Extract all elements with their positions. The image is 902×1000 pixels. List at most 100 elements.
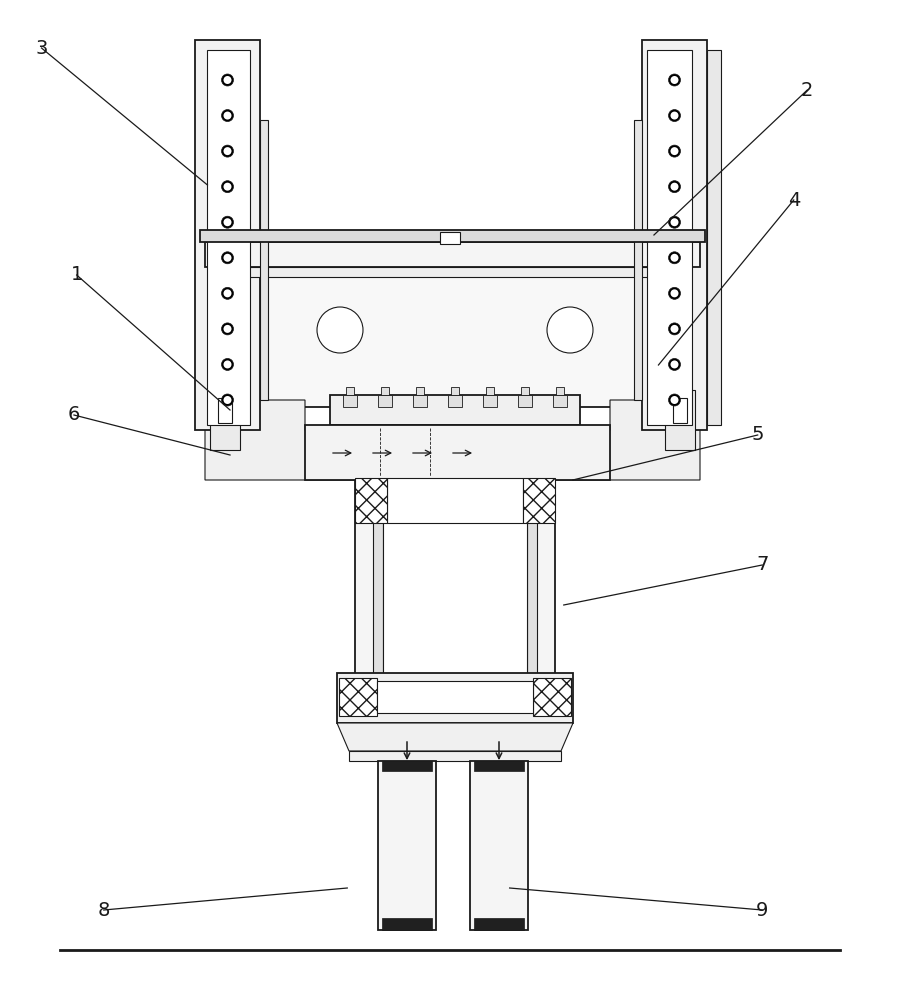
Bar (634, 120, 642, 400)
Circle shape (222, 74, 234, 86)
Circle shape (668, 394, 680, 406)
Circle shape (668, 145, 680, 157)
Bar (416, 387, 424, 395)
Bar (665, 390, 695, 450)
Bar (383, 482, 527, 733)
Bar (413, 395, 427, 407)
Bar (474, 918, 524, 930)
Bar (200, 230, 705, 242)
Bar (210, 390, 240, 450)
Circle shape (224, 289, 232, 297)
Circle shape (670, 325, 678, 333)
Circle shape (670, 254, 678, 262)
Circle shape (670, 112, 678, 120)
Bar (207, 50, 250, 425)
Bar (440, 232, 460, 244)
Circle shape (670, 360, 678, 368)
Bar (215, 267, 690, 277)
Bar (553, 395, 567, 407)
Circle shape (222, 287, 234, 299)
Text: 4: 4 (787, 190, 800, 210)
Bar (382, 918, 432, 930)
Bar (486, 387, 494, 395)
Circle shape (222, 252, 234, 264)
Bar (343, 395, 357, 407)
Circle shape (222, 358, 234, 370)
Bar (355, 478, 387, 523)
Bar (451, 387, 459, 395)
Bar (518, 395, 532, 407)
Bar (707, 50, 721, 425)
Text: 1: 1 (70, 265, 83, 284)
Bar (349, 751, 561, 761)
Bar (387, 478, 523, 523)
Text: 3: 3 (35, 38, 48, 57)
Circle shape (317, 307, 363, 353)
Circle shape (670, 289, 678, 297)
Bar (673, 398, 687, 423)
Circle shape (547, 307, 593, 353)
Bar (533, 678, 571, 716)
Bar (337, 673, 573, 723)
Bar (381, 387, 389, 395)
Bar (260, 120, 268, 400)
Bar (330, 395, 580, 425)
Circle shape (668, 287, 680, 299)
Circle shape (670, 396, 678, 404)
Polygon shape (337, 723, 573, 751)
Bar (218, 398, 232, 423)
Circle shape (222, 323, 234, 335)
Bar (527, 478, 537, 733)
Bar (521, 387, 529, 395)
Bar (339, 678, 377, 716)
Text: 8: 8 (97, 900, 110, 920)
Circle shape (668, 323, 680, 335)
Bar (378, 395, 392, 407)
Bar (474, 761, 524, 771)
Bar (523, 478, 555, 523)
Circle shape (670, 183, 678, 191)
Bar (647, 50, 692, 425)
Circle shape (670, 218, 678, 226)
Text: 2: 2 (801, 81, 814, 100)
Circle shape (222, 181, 234, 193)
Polygon shape (555, 400, 700, 480)
Bar (305, 425, 610, 480)
Circle shape (668, 216, 680, 228)
Circle shape (668, 74, 680, 86)
Circle shape (224, 183, 232, 191)
Bar (377, 681, 533, 713)
Circle shape (224, 254, 232, 262)
Circle shape (224, 396, 232, 404)
Text: 6: 6 (68, 406, 80, 424)
Bar (642, 40, 707, 430)
Text: 9: 9 (756, 900, 769, 920)
Circle shape (222, 145, 234, 157)
Bar (205, 247, 700, 407)
Circle shape (222, 216, 234, 228)
Circle shape (668, 252, 680, 264)
Bar (378, 761, 436, 930)
Circle shape (224, 76, 232, 84)
Circle shape (224, 147, 232, 155)
Bar (483, 395, 497, 407)
Circle shape (224, 325, 232, 333)
Circle shape (222, 110, 234, 122)
Circle shape (668, 181, 680, 193)
Polygon shape (205, 400, 360, 480)
Bar (195, 40, 260, 430)
Bar (346, 387, 354, 395)
Bar (556, 387, 564, 395)
Bar (382, 761, 432, 771)
Circle shape (222, 394, 234, 406)
Text: 7: 7 (756, 556, 769, 574)
Bar (205, 242, 700, 267)
Circle shape (224, 112, 232, 120)
Circle shape (668, 358, 680, 370)
Bar (355, 478, 555, 733)
Circle shape (224, 360, 232, 368)
Bar (448, 395, 462, 407)
Text: 5: 5 (751, 426, 764, 444)
Bar (470, 761, 528, 930)
Circle shape (224, 218, 232, 226)
